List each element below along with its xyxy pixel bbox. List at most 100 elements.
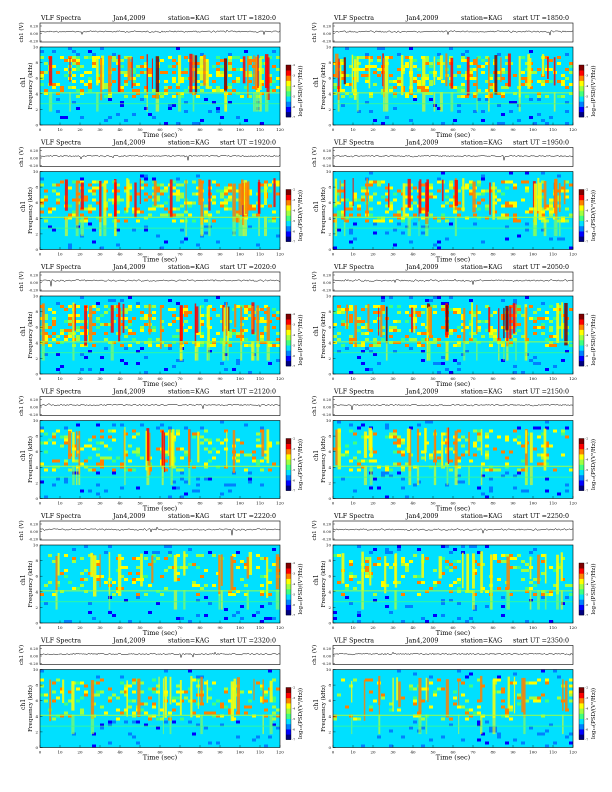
heatmap-cell xyxy=(44,468,48,472)
heatmap-cell xyxy=(272,50,276,53)
heatmap-streak xyxy=(200,182,204,225)
heatmap-cell xyxy=(40,678,44,682)
heatmap-cell xyxy=(148,68,152,71)
heatmap-streak xyxy=(103,182,107,226)
heatmap-cell xyxy=(529,368,533,371)
heatmap-cell xyxy=(56,696,60,700)
heatmap-cell xyxy=(437,362,441,365)
heatmap-cell xyxy=(228,332,232,335)
heatmap-cell xyxy=(349,423,353,427)
heatmap-cell xyxy=(180,116,184,119)
heatmap-cell xyxy=(389,551,393,554)
heatmap-cell xyxy=(208,350,212,353)
heatmap-cell xyxy=(200,53,204,56)
heatmap-cell xyxy=(260,468,264,472)
heatmap-cell xyxy=(561,80,565,83)
heatmap-cell xyxy=(92,492,96,496)
heatmap-cell xyxy=(248,204,252,208)
heatmap-cell xyxy=(204,353,208,356)
heatmap-cell xyxy=(397,77,401,80)
heatmap-cell xyxy=(152,207,156,211)
heatmap-cell xyxy=(353,678,357,682)
heatmap-cell xyxy=(44,584,48,587)
heatmap-cell xyxy=(100,429,104,433)
heatmap-cell xyxy=(228,189,232,193)
heatmap-cell xyxy=(425,92,429,95)
heatmap-streak xyxy=(518,56,521,98)
heatmap-cell xyxy=(228,590,232,593)
amplitude-axis-label: ch1 (V) xyxy=(311,271,318,291)
heatmap-cell xyxy=(457,65,461,68)
heatmap-streak xyxy=(445,679,449,718)
heatmap-cell xyxy=(128,186,132,190)
heatmap-cell xyxy=(152,554,156,557)
heatmap-cell xyxy=(485,468,489,472)
heatmap-cell xyxy=(433,119,437,122)
heatmap-cell xyxy=(569,468,573,472)
heatmap-streak xyxy=(190,676,193,718)
heatmap-streak xyxy=(558,216,561,237)
heatmap-cell xyxy=(345,444,349,448)
heatmap-cell xyxy=(48,207,52,211)
heatmap-cell xyxy=(236,210,240,214)
heatmap-cell xyxy=(493,554,497,557)
heatmap-cell xyxy=(385,723,389,727)
heatmap-cell xyxy=(441,213,445,217)
heatmap-cell xyxy=(449,545,453,548)
colorbar-tick-label: -5 xyxy=(292,343,295,347)
heatmap-cell xyxy=(96,492,100,496)
heatmap-cell xyxy=(393,435,397,439)
heatmap-cell xyxy=(449,723,453,727)
heatmap-cell xyxy=(537,68,541,71)
heatmap-cell xyxy=(176,614,180,617)
heatmap-cell xyxy=(268,80,272,83)
colorbar-tick-label: -3 xyxy=(585,74,588,78)
heatmap-cell xyxy=(164,545,168,548)
heatmap-cell xyxy=(429,675,433,679)
heatmap-cell xyxy=(224,690,228,694)
heatmap-cell xyxy=(112,581,116,584)
heatmap-cell xyxy=(369,486,373,490)
heatmap-streak xyxy=(234,304,237,328)
heatmap-cell xyxy=(529,116,533,119)
heatmap-cell xyxy=(192,489,196,493)
heatmap-cell xyxy=(152,702,156,706)
heatmap-cell xyxy=(196,599,200,602)
heatmap-cell xyxy=(429,465,433,469)
heatmap-cell xyxy=(76,56,80,59)
heatmap-cell xyxy=(128,344,132,347)
heatmap-cell xyxy=(397,480,401,484)
heatmap-cell xyxy=(264,113,268,116)
heatmap-streak xyxy=(265,54,269,88)
heatmap-streak xyxy=(101,55,105,90)
heatmap-cell xyxy=(481,732,485,736)
colorbar-tick-label: -2 xyxy=(292,561,295,565)
heatmap-cell xyxy=(256,432,260,436)
heatmap-cell xyxy=(545,593,549,596)
heatmap-cell xyxy=(381,299,385,302)
heatmap-cell xyxy=(68,186,72,190)
heatmap-cell xyxy=(80,368,84,371)
heatmap-band-line xyxy=(40,92,280,94)
freq-tick-label: 4 xyxy=(328,589,331,594)
heatmap-streak xyxy=(445,53,448,87)
heatmap-cell xyxy=(236,735,240,739)
heatmap-cell xyxy=(381,122,385,125)
heatmap-cell xyxy=(537,98,541,101)
heatmap-streak xyxy=(439,55,443,80)
heatmap-cell xyxy=(349,317,353,320)
freq-tick-label: 4 xyxy=(328,216,331,221)
heatmap-cell xyxy=(204,213,208,217)
heatmap-cell xyxy=(457,368,461,371)
header-date: Jan4,2009 xyxy=(405,638,438,645)
heatmap-cell xyxy=(485,62,489,65)
heatmap-cell xyxy=(349,468,353,472)
heatmap-cell xyxy=(124,711,128,715)
heatmap-streak xyxy=(527,54,530,89)
heatmap-cell xyxy=(264,450,268,454)
heatmap-streak xyxy=(238,183,242,216)
heatmap-cell xyxy=(220,341,224,344)
heatmap-cell xyxy=(132,95,136,98)
heatmap-cell xyxy=(124,207,128,211)
heatmap-streak xyxy=(422,58,426,86)
